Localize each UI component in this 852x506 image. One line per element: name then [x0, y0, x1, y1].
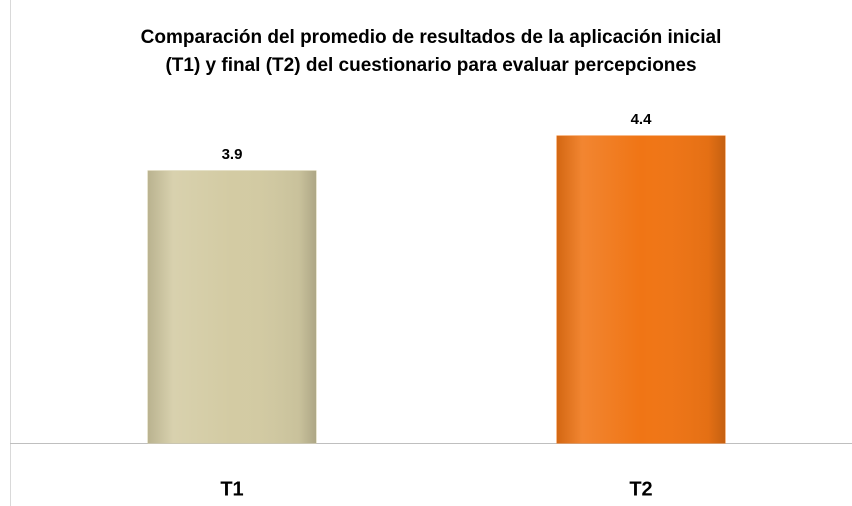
x-tick-label: T1 [220, 478, 243, 500]
value-label: 3.9 [222, 146, 243, 163]
chart-title: Comparación del promedio de resultados d… [141, 27, 722, 48]
x-tick-label: T2 [629, 478, 652, 500]
value-label: 4.4 [631, 111, 653, 128]
chart-title: (T1) y final (T2) del cuestionario para … [165, 55, 696, 76]
bar-shading [557, 136, 725, 443]
bar-shading [148, 170, 316, 444]
